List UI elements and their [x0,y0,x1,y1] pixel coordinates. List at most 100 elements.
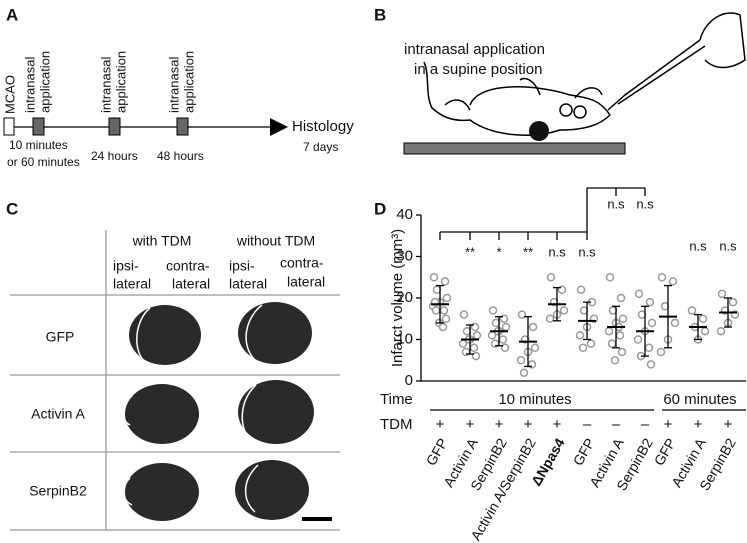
data-point [488,306,498,315]
tdm-sign: + [495,416,504,433]
data-point [657,273,667,282]
application-box [176,117,189,136]
histology-time: 7 days [303,140,338,154]
platform [403,142,626,155]
tdm-sign: + [466,416,475,433]
tdm-sign: + [436,416,445,433]
y-tick-label: 10 [396,330,413,347]
time-label: or 60 minutes [7,155,80,169]
data-point [687,306,697,315]
column-subheader: lateral [113,276,151,292]
row-label: Activin A [31,406,85,422]
column-subheader: lateral [229,276,267,292]
y-tick-label: 40 [396,206,413,223]
application-box [32,117,45,136]
data-point [500,343,510,353]
data-point [644,343,654,353]
data-point [440,277,450,286]
data-point [459,310,469,319]
data-point [528,322,538,332]
mcao-box [3,117,15,136]
time-label: 48 hours [157,149,204,163]
data-point [668,277,678,286]
data-point [517,310,527,319]
tdm-sign: – [641,416,650,433]
group-label: GFP [423,435,451,468]
data-point [498,335,508,344]
histology-label: Histology [292,118,354,135]
tdm-sign: + [664,416,673,433]
y-tick-label: 30 [396,247,413,264]
data-point [698,314,708,323]
tdm-sign: + [694,416,703,433]
tdm-sign: + [724,416,733,433]
panel-label: B [374,5,386,24]
mcao-label: MCAO [2,75,17,114]
data-point [610,356,620,365]
significance: n.s [689,238,707,253]
data-point [431,306,441,315]
data-point [728,297,738,307]
tdm-sign: + [524,416,533,433]
time-label: 60 minutes [663,391,736,408]
mouse-illustration [423,12,746,136]
data-point [618,314,628,323]
data-point [578,343,588,353]
data-point [441,314,451,323]
data-point [516,356,526,365]
column-header: with TDM [132,233,192,249]
data-point [439,306,449,315]
data-point [607,339,617,348]
significance: ** [523,244,533,259]
data-point [604,326,614,336]
data-point [469,343,479,353]
time-label: 24 hours [91,149,138,163]
panel-label: D [374,199,386,218]
data-point [616,293,626,303]
column-subheader: lateral [287,274,325,290]
data-point [576,285,586,294]
row-label: GFP [46,329,75,345]
significance: n.s [636,196,654,211]
data-point [605,273,615,282]
application-box [108,117,121,136]
scale-bar [302,517,332,521]
mouse-head-support [529,121,549,141]
data-point [546,273,556,282]
data-point [647,318,657,328]
data-point [519,368,529,377]
significance: n.s [548,244,566,259]
data-point [545,314,555,323]
data-point [429,273,439,282]
data-point [645,297,655,307]
data-point [559,306,569,315]
time-label: 10 minutes [498,391,571,408]
row-label: Time [380,391,413,408]
application-label: intranasal [22,57,37,113]
application-label: application [181,51,196,113]
panel-label: A [6,5,18,24]
data-point [471,351,481,361]
time-label: 10 minutes [9,138,68,152]
data-point [717,289,727,299]
column-subheader: contra- [280,255,324,271]
y-tick-label: 20 [396,289,413,306]
brain-images [122,302,314,521]
data-point [656,347,666,357]
column-header: without TDM [236,233,315,249]
data-point [670,318,680,328]
data-point [442,293,452,303]
column-subheader: ipsi- [113,258,139,274]
y-tick-label: 0 [405,372,413,389]
column-subheader: contra- [166,258,210,274]
significance: n.s [578,244,596,259]
application-label: application [113,51,128,113]
group-label: GFP [570,435,598,468]
tdm-sign: – [612,416,621,433]
data-point [472,331,482,340]
data-point [633,335,643,344]
application-label: intranasal [98,57,113,113]
data-point [646,360,656,369]
